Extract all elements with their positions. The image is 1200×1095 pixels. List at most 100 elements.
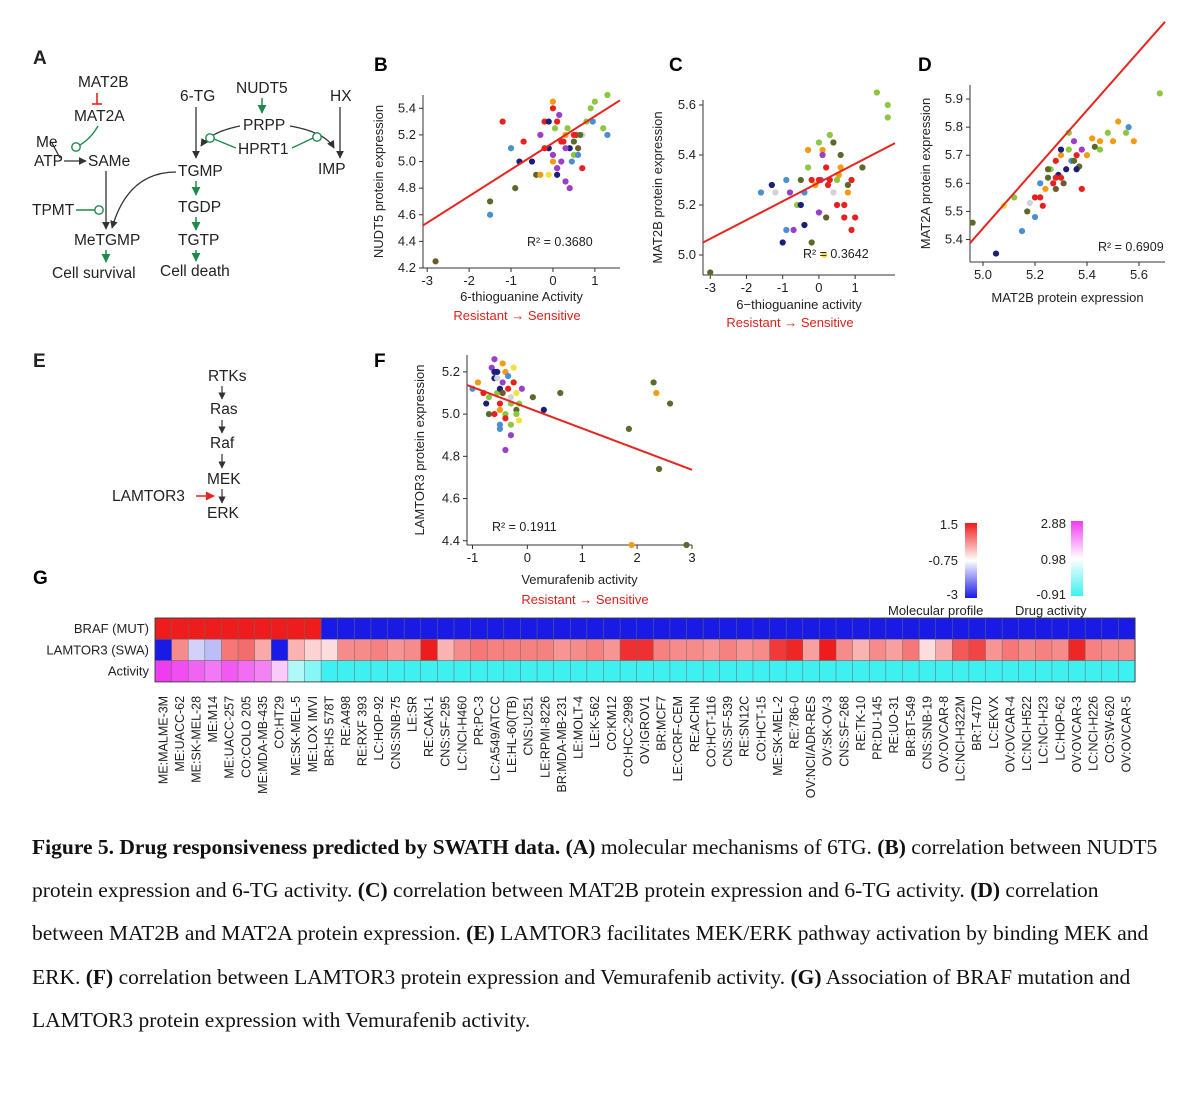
heatmap-cell: [187, 617, 206, 640]
cell-line-label: CO:COLO 205: [239, 696, 253, 778]
direction-label: Resistant → Sensitive: [453, 308, 580, 323]
x-tick-label: 5.6: [1130, 267, 1148, 282]
data-point: [1052, 157, 1059, 164]
resistant-label: Resistant: [726, 315, 781, 330]
heatmap-cell: [287, 660, 306, 683]
x-axis-label: 6-thioguanine Activity: [460, 289, 583, 304]
legend-molecular-tick-mid: -0.75: [928, 553, 958, 568]
node-mat2a: MAT2A: [74, 108, 125, 125]
x-tick-label: 1: [852, 280, 859, 295]
heatmap-cell: [653, 639, 671, 661]
data-point: [823, 164, 830, 171]
data-point: [549, 158, 557, 165]
sensitive-label: Sensitive: [528, 308, 581, 323]
heatmap-cell: [1018, 639, 1036, 661]
heatmap-cell: [237, 639, 256, 661]
heatmap-cell: [952, 639, 970, 661]
regression-line: [466, 384, 693, 471]
heatmap-cell: [852, 617, 870, 640]
node-imp: IMP: [318, 161, 346, 178]
data-point: [772, 189, 779, 196]
heatmap-cell: [985, 617, 1003, 640]
data-point: [549, 98, 557, 105]
heatmap-cell: [586, 660, 605, 683]
me-to-same: [51, 142, 61, 159]
r-squared-label: R² = 0.6909: [1098, 240, 1164, 254]
heatmap-cell: [154, 639, 173, 661]
cell-line-label: LC:NCI-H460: [455, 696, 469, 771]
heatmap-cell: [171, 639, 189, 661]
data-point: [1096, 138, 1104, 145]
heatmap-cell: [403, 660, 422, 683]
data-point: [1044, 174, 1052, 181]
data-point: [600, 125, 607, 132]
legend-molecular-bar: [965, 523, 977, 598]
data-point: [507, 394, 515, 401]
heatmap-cell: [835, 617, 854, 640]
data-point: [474, 379, 482, 386]
heatmap-cell: [204, 660, 222, 683]
cell-line-label: RE:CAKI-1: [422, 696, 436, 757]
data-point: [848, 176, 855, 184]
data-point: [499, 389, 506, 397]
y-tick-label: 5.0: [442, 406, 460, 421]
data-point: [1104, 129, 1111, 136]
heatmap-cell: [503, 639, 521, 661]
caption-part-text: LAMTOR3 facilitates MEK/ERK pathway acti…: [32, 921, 1149, 989]
cell-line-label: LE:K-562: [588, 696, 602, 748]
y-tick-label: 5.4: [678, 147, 696, 162]
heatmap-cell: [387, 639, 405, 661]
data-point: [801, 221, 808, 229]
data-point: [797, 201, 804, 209]
heatmap-cell: [370, 660, 389, 683]
sensitive-label: Sensitive: [801, 315, 854, 330]
cell-line-label: LE:CCRF-CEM: [671, 696, 685, 781]
y-tick-label: 5.0: [398, 154, 416, 169]
data-point: [824, 181, 832, 189]
x-tick-label: 0: [524, 550, 531, 565]
data-point: [574, 151, 582, 158]
heatmap-cell: [387, 617, 405, 640]
heatmap-cell: [271, 660, 289, 683]
heatmap-cell: [918, 639, 937, 661]
data-point: [491, 356, 498, 363]
legend-drug-title: Drug activity: [1015, 603, 1087, 618]
heatmap-cell: [271, 639, 289, 661]
heatmap-cell: [337, 660, 355, 683]
heatmap-cell: [603, 660, 621, 683]
data-point: [1089, 135, 1096, 142]
heatmap-cell: [271, 617, 289, 640]
data-point: [884, 101, 891, 109]
data-point: [540, 406, 547, 413]
x-tick-label: 5.2: [1026, 267, 1044, 282]
heatmap-cell: [802, 639, 820, 661]
data-point: [545, 118, 552, 125]
heatmap-cell: [221, 617, 239, 640]
node-prpp: PRPP: [243, 117, 285, 134]
cell-line-label: LC:HOP-92: [372, 696, 386, 761]
heatmap-cell: [603, 639, 621, 661]
heatmap-cell: [702, 617, 721, 640]
cell-line-label: ME:MALME-3M: [156, 696, 170, 784]
cell-line-label: CNS:SF-268: [837, 696, 851, 767]
data-point: [510, 364, 517, 371]
cell-line-label: ME:LOX IMVI: [306, 696, 320, 772]
y-tick-label: 5.2: [678, 197, 696, 212]
x-tick-label: -3: [421, 273, 433, 288]
heatmap-cell: [154, 617, 173, 640]
cell-line-label: PR:DU-145: [871, 696, 885, 760]
legend-drug: 2.88 0.98 -0.91 Drug activity: [1015, 516, 1087, 618]
heatmap-cell: [1101, 660, 1119, 683]
heatmap-cell: [1084, 639, 1103, 661]
heatmap-cell: [1084, 660, 1103, 683]
heatmap-cell: [337, 639, 355, 661]
heatmap-cell: [752, 660, 771, 683]
data-point: [1057, 174, 1065, 181]
heatmap-cell: [221, 660, 239, 683]
legend-drug-bar: [1071, 521, 1083, 596]
data-point: [859, 164, 866, 171]
heatmap-cell: [952, 660, 970, 683]
direction-arrow: →: [781, 315, 801, 330]
heatmap-cell: [1035, 639, 1053, 661]
data-point: [830, 189, 837, 196]
